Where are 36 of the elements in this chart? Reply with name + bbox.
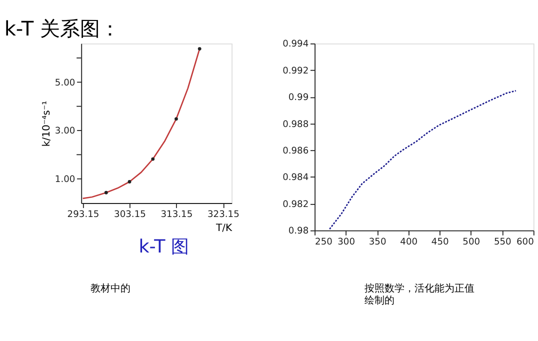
point	[151, 157, 155, 161]
x-tick-label: 250	[315, 238, 333, 248]
x-tick-label: 550	[494, 238, 512, 248]
x-tick-label: 293.15	[67, 210, 100, 220]
point	[198, 47, 202, 50]
y-tick-label: 0.988	[282, 120, 309, 130]
chart-title: k-T 关系图：	[4, 16, 120, 40]
y-tick-label: 0.99	[288, 93, 309, 104]
y-tick-label: 5.00	[54, 78, 76, 88]
text: k-T 图	[138, 236, 190, 258]
y-tick-label: 3.00	[54, 126, 76, 137]
y-tick-label: 0.986	[282, 146, 309, 156]
text: 按照数学，活化能为正值绘制的	[364, 282, 475, 306]
line-series	[328, 90, 517, 230]
point	[174, 117, 178, 121]
y-tick-label: 0.98	[288, 226, 309, 237]
point	[128, 180, 132, 184]
y-tick-label: 0.982	[282, 200, 309, 210]
x-tick-label: 450	[431, 238, 449, 248]
y-tick-label: 0.984	[282, 173, 309, 184]
x-tick-label: 303.15	[114, 210, 146, 220]
y-tick-label: 0.994	[282, 40, 309, 50]
x-tick-label: 323.15	[207, 210, 240, 220]
text: 教材中的	[90, 282, 130, 294]
x-tick-label: 500	[462, 238, 480, 248]
x-tick-label: 300	[338, 238, 356, 248]
y-tick-label: 1.00	[54, 175, 76, 186]
x-axis-title: T/K	[215, 222, 232, 234]
x-tick-label: 350	[368, 238, 386, 248]
line-series	[82, 48, 200, 200]
x-tick-label: 313.15	[160, 210, 193, 220]
point	[104, 190, 108, 194]
x-tick-label: 600	[516, 238, 534, 248]
y-axis-title: k/10⁻⁴s⁻¹	[41, 100, 52, 147]
y-tick-label: 0.992	[282, 66, 309, 76]
x-tick-label: 400	[400, 238, 418, 248]
